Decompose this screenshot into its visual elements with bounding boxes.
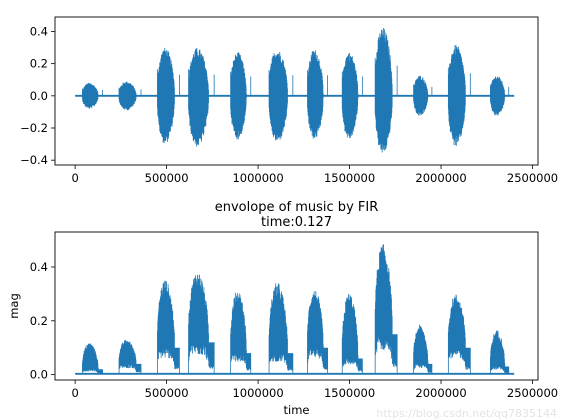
envelope-x-tick-label: 1000000 bbox=[232, 386, 283, 400]
waveform-x-axis: 0 500000 1000000 1500000 2000000 2500000 bbox=[71, 165, 558, 185]
waveform-y-tick-label: −0.2 bbox=[20, 121, 48, 135]
envelope-burst bbox=[413, 324, 433, 374]
envelope-y-tick-label: 0.0 bbox=[30, 368, 48, 382]
waveform-series bbox=[75, 27, 515, 153]
envelope-title-line2: time:0.127 bbox=[261, 215, 332, 230]
waveform-y-tick-label: −0.4 bbox=[20, 153, 48, 167]
envelope-burst bbox=[118, 339, 142, 374]
envelope-x-tick-label: 2500000 bbox=[507, 386, 558, 400]
waveform-x-tick-label: 0 bbox=[71, 171, 78, 185]
envelope-y-tick-label: 0.4 bbox=[30, 260, 48, 274]
envelope-burst bbox=[230, 292, 252, 374]
waveform-x-tick-label: 1000000 bbox=[232, 171, 283, 185]
envelope-frame bbox=[54, 231, 539, 381]
envelope-title-line1: envolope of music by FIR bbox=[215, 200, 378, 215]
waveform-frame bbox=[54, 16, 539, 166]
waveform-x-tick-label: 1500000 bbox=[324, 171, 375, 185]
waveform-y-tick-label: 0.4 bbox=[30, 24, 48, 38]
envelope-y-label: mag bbox=[7, 293, 21, 319]
envelope-burst bbox=[490, 330, 510, 374]
envelope-burst bbox=[307, 291, 328, 374]
envelope-y-tick-label: 0.2 bbox=[30, 314, 48, 328]
envelope-y-axis: 0.0 0.2 0.4 bbox=[30, 260, 55, 382]
envelope-burst bbox=[341, 293, 363, 374]
envelope-x-tick-label: 1500000 bbox=[324, 386, 375, 400]
envelope-x-tick-label: 500000 bbox=[145, 386, 189, 400]
waveform-y-axis: −0.4 −0.2 0.0 0.2 0.4 bbox=[20, 24, 55, 167]
envelope-series bbox=[75, 244, 515, 375]
waveform-x-tick-label: 2000000 bbox=[415, 171, 466, 185]
envelope-x-tick-label: 2000000 bbox=[415, 386, 466, 400]
waveform-x-tick-label: 500000 bbox=[145, 171, 189, 185]
envelope-x-axis: 0 500000 1000000 1500000 2000000 2500000 bbox=[71, 380, 558, 400]
waveform-axes: 0 500000 1000000 1500000 2000000 2500000 −0.4… bbox=[20, 16, 558, 185]
waveform-y-tick-label: 0.0 bbox=[30, 89, 48, 103]
envelope-burst bbox=[188, 274, 215, 374]
waveform-y-tick-label: 0.2 bbox=[30, 57, 48, 71]
envelope-burst bbox=[268, 283, 294, 374]
envelope-x-label: time bbox=[284, 403, 310, 417]
envelope-burst bbox=[82, 343, 103, 374]
envelope-burst bbox=[447, 294, 471, 374]
envelope-burst bbox=[157, 280, 180, 374]
watermark: https://blog.csdn.net/qq7835144 bbox=[376, 407, 557, 420]
envelope-axes: envolope of music by FIR time:0.127 0 500… bbox=[7, 200, 558, 417]
envelope-x-tick-label: 0 bbox=[71, 386, 78, 400]
waveform-x-tick-label: 2500000 bbox=[507, 171, 558, 185]
envelope-burst bbox=[374, 244, 398, 374]
